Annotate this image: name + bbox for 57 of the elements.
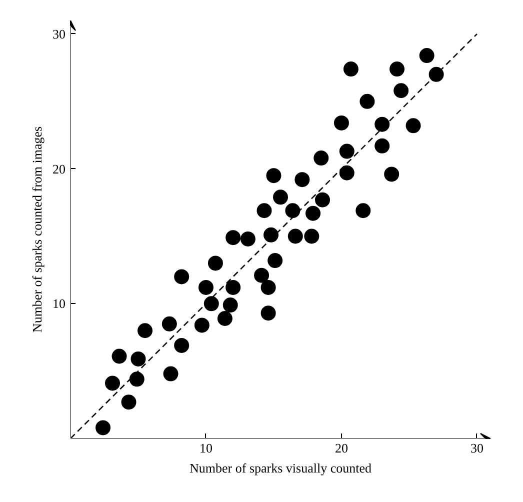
point: [198, 280, 214, 295]
point: [360, 94, 375, 109]
point: [194, 318, 210, 333]
x-tick-label: 20: [334, 440, 348, 456]
point: [226, 280, 241, 295]
point: [217, 311, 232, 326]
point: [260, 306, 276, 321]
point: [334, 115, 349, 130]
point: [130, 351, 146, 366]
point: [112, 348, 127, 364]
point: [266, 168, 282, 184]
y-axis-title: Number of sparks counted from images: [30, 126, 44, 333]
point: [226, 230, 241, 246]
point: [406, 118, 421, 134]
point: [384, 166, 400, 182]
point: [256, 203, 272, 218]
point: [121, 394, 136, 410]
point: [96, 420, 111, 436]
x-axis-title: Number of sparks visually counted: [190, 460, 372, 476]
point: [222, 298, 238, 312]
point: [288, 228, 303, 244]
point: [428, 66, 444, 82]
point: [374, 138, 390, 154]
point: [356, 203, 371, 218]
point: [273, 190, 288, 205]
point: [390, 62, 405, 77]
point: [285, 203, 300, 218]
x-tick-label: 30: [470, 440, 484, 456]
point: [294, 172, 310, 188]
x-tick-label: 10: [199, 440, 212, 456]
point: [314, 150, 329, 166]
point: [339, 144, 354, 159]
point: [306, 206, 321, 221]
point: [174, 269, 190, 284]
point: [240, 231, 256, 246]
y-tick-label: 20: [52, 161, 66, 176]
point: [163, 366, 178, 382]
point: [260, 280, 276, 295]
point: [394, 83, 409, 98]
y-tick-label: 30: [52, 26, 66, 42]
point: [174, 338, 190, 353]
point: [419, 48, 434, 64]
point: [315, 192, 330, 208]
point: [138, 323, 153, 338]
point: [162, 316, 177, 332]
point: [268, 253, 283, 268]
point: [105, 376, 120, 391]
y-tick-label: 10: [52, 296, 66, 312]
point: [208, 256, 223, 271]
point: [339, 165, 354, 180]
point: [304, 228, 320, 244]
point: [204, 296, 219, 312]
point: [343, 62, 358, 77]
point: [129, 372, 144, 387]
point: [254, 268, 270, 283]
point: [374, 116, 390, 132]
point: [264, 227, 279, 242]
